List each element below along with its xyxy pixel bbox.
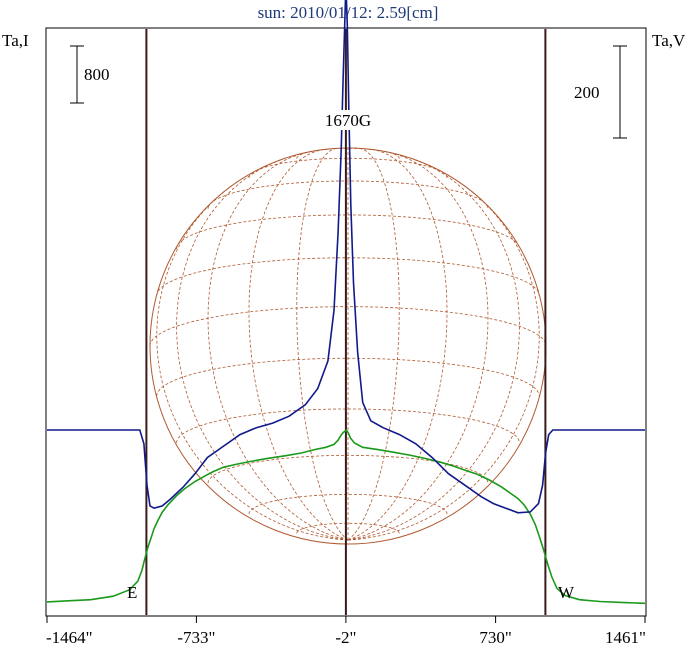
right-scale-bar (613, 45, 627, 139)
latitude-line (149, 306, 547, 347)
latitude-line (248, 493, 448, 515)
longitude-line (207, 151, 349, 541)
right-axis-label: Ta,V (652, 31, 686, 50)
series-intensity-line (46, 428, 646, 605)
peak-annotation-bg (316, 110, 380, 130)
solar-disk-grid (149, 147, 547, 545)
longitude-line (296, 147, 349, 541)
east-limb-label: E (127, 583, 137, 602)
x-tick-label: -733" (177, 628, 215, 647)
latitude-line (207, 454, 489, 484)
x-axis-ticks: -1464" -733" -2" 730" 1461" (46, 616, 646, 647)
x-tick-label: -1464" (46, 628, 93, 647)
longitude-line (347, 151, 489, 541)
chart-title: sun: 2010/01/12: 2.59[cm] (258, 3, 439, 22)
longitude-line (347, 147, 400, 541)
longitude-line (156, 182, 349, 541)
left-scale-value: 800 (84, 65, 110, 84)
peak-annotation: 1670G (325, 111, 371, 130)
x-tick-label: -2" (335, 628, 356, 647)
longitude-line (248, 148, 349, 541)
x-tick-label: 1461" (605, 628, 646, 647)
left-scale-bar (70, 45, 84, 104)
x-tick-label: 730" (479, 628, 511, 647)
latitude-line (207, 180, 489, 209)
longitude-line (347, 157, 520, 541)
right-scale-value: 200 (574, 83, 600, 102)
series-polarization-line (47, 0, 645, 514)
left-axis-label: Ta,I (2, 31, 29, 50)
longitude-line (347, 148, 448, 541)
west-limb-label: W (558, 583, 575, 602)
longitude-line (347, 182, 540, 541)
longitude-line (176, 157, 349, 541)
